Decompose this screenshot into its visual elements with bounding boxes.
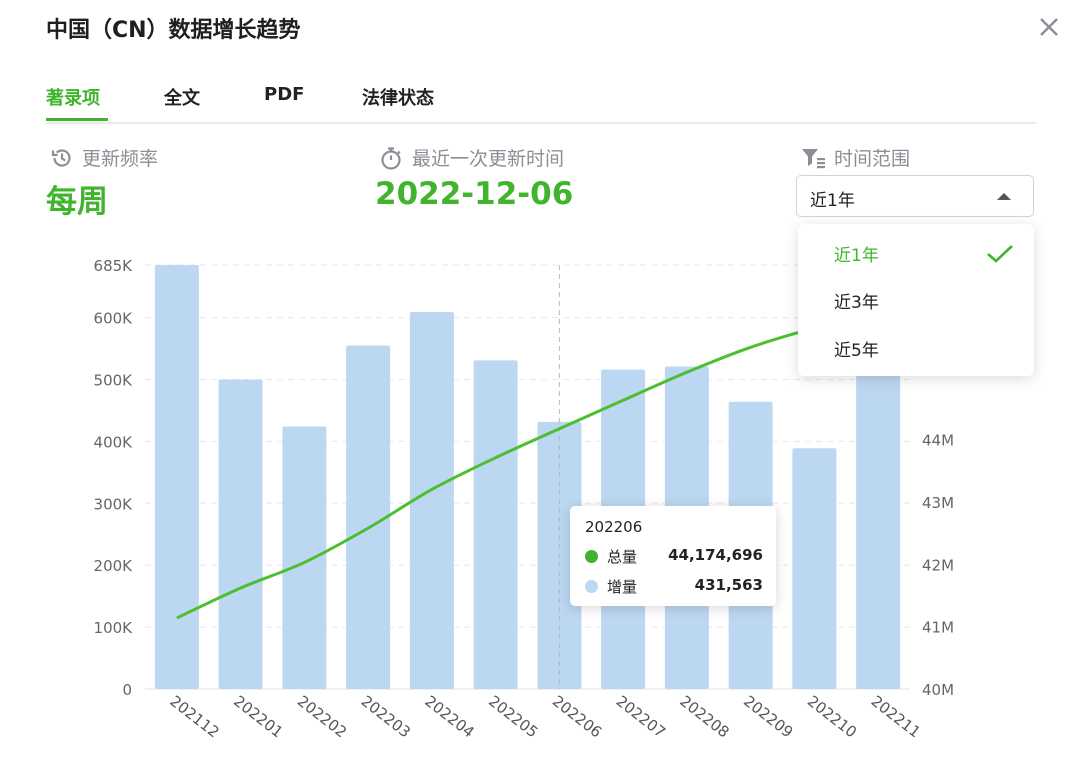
bar [409,312,454,689]
bar [792,448,837,689]
y-right-tick-label: 40M [922,681,954,699]
y-left-tick-label: 0 [122,681,132,699]
tooltip-increment-label: 增量 [607,578,638,596]
tab-bar: 著录项 全文 PDF 法律状态 [46,84,1036,124]
total-series-line [176,310,879,620]
tooltip-row-increment: 增量 431,563 [585,576,763,597]
update-frequency-label-text: 更新频率 [82,148,159,170]
x-tick-label: 202201 [230,692,286,741]
tooltip-row-total: 总量 44,174,696 [585,546,763,567]
page-title: 中国（CN）数据增长趋势 [46,18,301,43]
y-right-tick-label: 41M [922,619,954,637]
x-tick-label: 202204 [421,692,477,741]
range-option-3y[interactable]: 近3年 [834,293,879,313]
y-left-tick-label: 500K [94,372,134,390]
tooltip-increment-value: 431,563 [694,576,763,594]
last-update-label-text: 最近一次更新时间 [412,148,565,170]
x-tick-label: 202202 [294,692,350,741]
tooltip-total-value: 44,174,696 [668,546,763,564]
tooltip-category: 202206 [585,518,643,536]
filter-icon [802,148,825,168]
x-tick-label: 202208 [676,692,732,741]
time-range-selected-value: 近1年 [810,191,855,211]
tab-legal-status[interactable]: 法律状态 [362,88,434,109]
x-tick-label: 202112 [166,692,222,741]
bar [346,345,391,689]
active-tab-indicator [46,118,108,121]
update-frequency-value: 每周 [46,184,108,220]
time-range-label: 时间范围 [800,144,910,171]
stopwatch-icon [381,146,401,170]
y-left-tick-label: 200K [94,557,134,575]
time-range-select[interactable]: 近1年 [796,175,1034,217]
tab-fulltext[interactable]: 全文 [164,88,200,109]
close-icon[interactable] [1036,14,1062,40]
y-right-tick-label: 44M [922,432,954,450]
x-tick-label: 202206 [549,692,605,741]
x-tick-label: 202210 [804,692,860,741]
x-tick-label: 202203 [358,692,414,741]
legend-dot-total [585,550,598,563]
y-right-tick-label: 43M [922,494,954,512]
y-left-tick-label: 685K [94,257,134,275]
chart-tooltip: 202206 总量 44,174,696 增量 431,563 [570,506,776,606]
y-right-tick-label: 42M [922,556,954,574]
x-tick-label: 202211 [868,692,924,741]
history-icon [51,148,71,167]
time-range-label-text: 时间范围 [834,148,911,170]
range-option-5y[interactable]: 近5年 [834,341,879,361]
tab-bibliographic[interactable]: 著录项 [46,88,100,109]
y-left-tick-label: 600K [94,310,134,328]
bar [282,426,327,689]
range-option-1y-label: 近1年 [834,246,879,266]
x-tick-label: 202205 [485,692,541,741]
y-left-tick-label: 300K [94,495,134,513]
time-range-dropdown: 近1年 近3年 近5年 [798,224,1034,376]
bar [218,379,263,689]
last-update-value: 2022-12-06 [375,176,574,212]
x-tick-label: 202209 [740,692,796,741]
legend-dot-increment [585,580,598,593]
update-frequency-label: 更新频率 [50,144,158,171]
bar [154,265,199,689]
y-left-tick-label: 100K [94,619,134,637]
caret-up-icon [997,193,1011,200]
check-icon [987,245,1013,263]
last-update-label: 最近一次更新时间 [378,144,564,171]
range-option-1y[interactable]: 近1年 [834,241,879,266]
tooltip-total-label: 总量 [607,548,638,566]
bar [473,360,518,689]
y-left-tick-label: 400K [94,433,134,451]
x-tick-label: 202207 [613,692,669,741]
tab-pdf[interactable]: PDF [264,84,305,105]
bar [856,360,901,689]
